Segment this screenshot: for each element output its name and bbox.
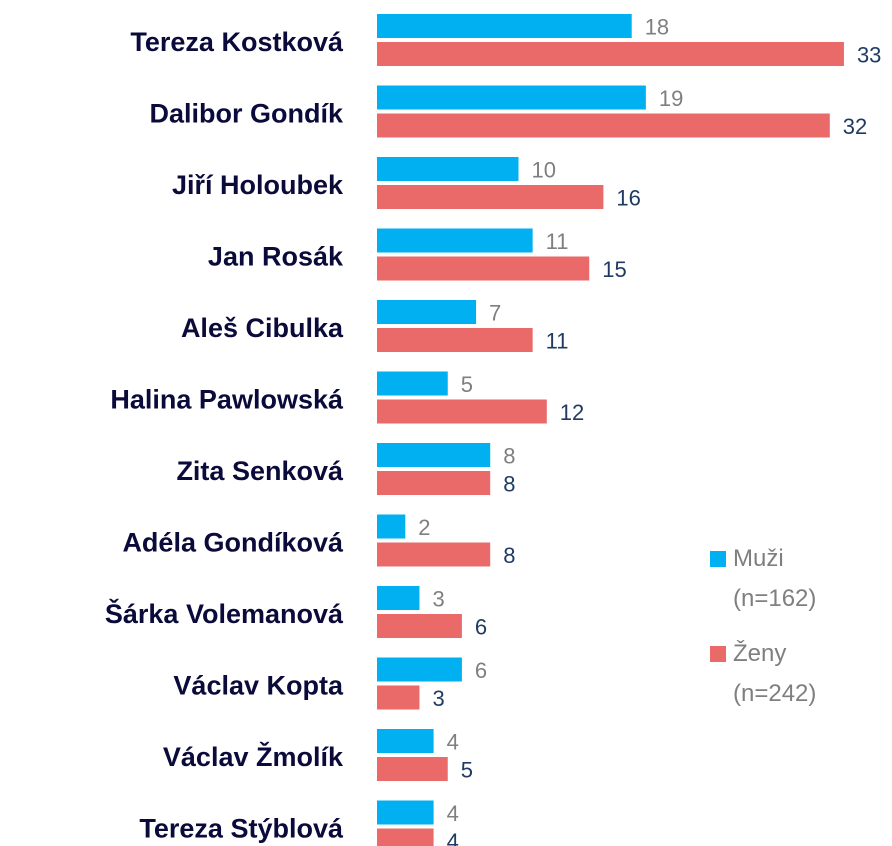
value-label: 11 [546,329,569,354]
bar [377,729,434,753]
legend-label: Ženy (n=242) [733,640,817,707]
bar [377,399,547,424]
value-label: 4 [447,829,459,846]
value-label: 33 [857,43,881,68]
bar [377,586,420,610]
value-label: 10 [532,158,556,183]
category-label: Adéla Gondíková [122,528,344,558]
bar [377,542,491,567]
bar [377,14,632,38]
bar [377,443,491,467]
bar [377,614,462,638]
value-label: 16 [616,186,640,211]
category-label: Václav Kopta [173,671,344,701]
legend-label: Muži (n=162) [733,545,817,612]
bar [377,828,434,846]
category-label: Václav Žmolík [163,741,344,772]
category-label: Tereza Kostková [130,27,344,57]
value-label: 32 [843,114,867,139]
value-label: 15 [602,257,626,282]
value-label: 3 [432,686,444,711]
bar [377,256,590,281]
category-label: Šárka Volemanová [105,598,344,629]
bar [377,185,604,209]
category-label: Jan Rosák [208,242,344,272]
bar [377,113,830,138]
value-label: 3 [432,587,444,612]
value-label: 5 [461,758,473,783]
bar [377,471,491,495]
value-label: 4 [447,801,459,826]
value-label: 5 [461,372,473,397]
bar [377,228,533,253]
bar [377,685,420,710]
bar [377,42,844,66]
bar [377,85,646,110]
bar [377,371,448,396]
value-label: 19 [659,86,683,111]
category-label: Tereza Stýblová [139,814,344,844]
legend-swatch [710,646,726,662]
category-label: Aleš Cibulka [181,313,344,343]
legend-swatch [710,551,726,567]
category-label: Zita Senková [176,456,344,486]
value-label: 8 [503,472,515,497]
value-label: 8 [503,543,515,568]
value-label: 2 [418,515,430,540]
category-label: Halina Pawlowská [110,385,344,415]
value-label: 18 [645,15,669,40]
value-label: 6 [475,615,487,640]
bar [377,757,448,781]
category-label: Jiří Holoubek [172,170,344,200]
value-label: 7 [489,301,501,326]
bar [377,157,519,181]
bar [377,800,434,825]
bar [377,514,406,539]
value-label: 4 [447,730,459,755]
value-label: 11 [546,229,569,254]
value-label: 8 [503,444,515,469]
category-label: Dalibor Gondík [149,99,343,129]
bar [377,300,477,324]
bar [377,328,533,352]
value-label: 12 [560,400,584,425]
value-label: 6 [475,658,487,683]
bar [377,657,462,682]
